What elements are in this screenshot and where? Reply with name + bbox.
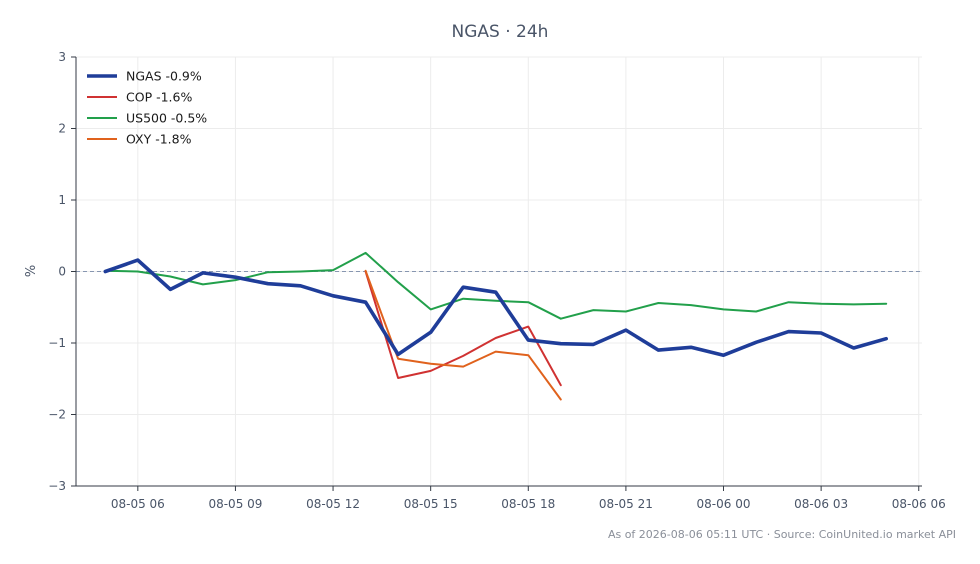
y-tick-label: 2 <box>58 122 66 136</box>
x-tick-label: 08-05 12 <box>306 497 360 511</box>
x-tick-label: 08-05 15 <box>404 497 458 511</box>
axes: 3 2 1 0 −1 −2 −3 08-05 06 08-05 09 08-05 12 08-05 … <box>48 50 945 511</box>
legend-item-oxy: OXY -1.8% <box>87 132 192 147</box>
y-tick-label: −3 <box>48 479 66 493</box>
x-tick-label: 08-05 09 <box>208 497 262 511</box>
series-line-cop <box>364 270 562 387</box>
y-tick-label: −2 <box>48 408 66 422</box>
y-tick-label: 1 <box>58 193 66 207</box>
series-lines <box>103 251 889 401</box>
series-line-ngas <box>103 258 889 358</box>
legend-label: US500 -0.5% <box>126 111 207 126</box>
x-tick-label: 08-06 00 <box>697 497 751 511</box>
y-axis-label: % <box>24 265 39 277</box>
x-tick-label: 08-06 06 <box>892 497 946 511</box>
x-tick-label: 08-05 21 <box>599 497 653 511</box>
legend-label: COP -1.6% <box>126 90 192 105</box>
legend: NGAS -0.9% COP -1.6% US500 -0.5% OXY -1.8% <box>87 69 207 147</box>
footer-note: As of 2026-08-06 05:11 UTC · Source: Coi… <box>608 528 956 541</box>
legend-label: OXY -1.8% <box>126 132 192 147</box>
series-line-oxy <box>364 269 562 401</box>
legend-label: NGAS -0.9% <box>126 69 202 84</box>
y-tick-label: 3 <box>58 50 66 64</box>
x-tick-label: 08-06 03 <box>794 497 848 511</box>
y-tick-label: −1 <box>48 336 66 350</box>
y-tick-label: 0 <box>58 265 66 279</box>
x-tick-label: 08-05 18 <box>501 497 555 511</box>
chart-title: NGAS · 24h <box>452 22 549 42</box>
series-line-us500 <box>104 251 888 320</box>
legend-item-us500: US500 -0.5% <box>87 111 207 126</box>
legend-item-ngas: NGAS -0.9% <box>87 69 202 84</box>
x-tick-label: 08-05 06 <box>111 497 165 511</box>
legend-item-cop: COP -1.6% <box>87 90 192 105</box>
